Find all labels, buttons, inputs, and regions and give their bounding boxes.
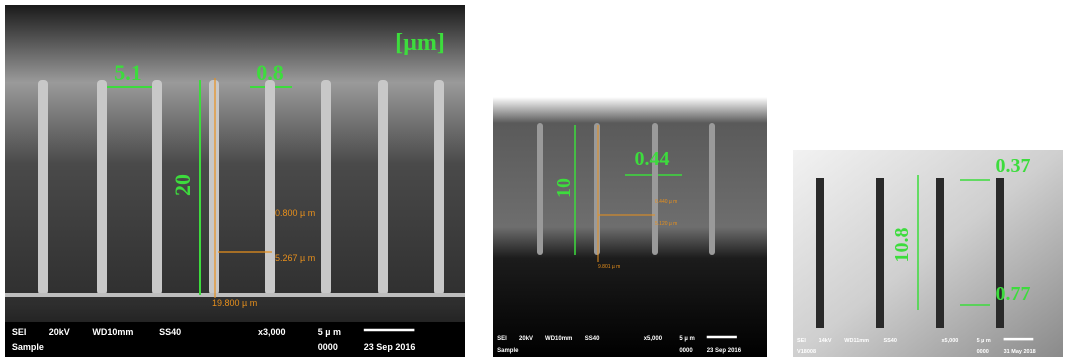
figure: 5.1 0.8 20 [µm] 0.800 µ m 5.267 µ m 19.800 µ m… xyxy=(0,0,1065,362)
info-text: 0000 xyxy=(318,342,338,352)
info-text: 20kV xyxy=(49,327,70,337)
measurement-label: 0.440 µ m xyxy=(655,199,677,205)
measurement-label: 19.800 µ m xyxy=(212,298,257,308)
panel-background xyxy=(493,97,767,357)
info-text: 31 May 2018 xyxy=(1004,349,1036,355)
info-text: SEI xyxy=(797,338,806,344)
info-text: x5,000 xyxy=(942,338,959,344)
info-text: 20kV xyxy=(519,336,533,342)
dimension-label: 0.8 xyxy=(256,60,284,85)
dimension-label: 0.44 xyxy=(635,148,670,170)
unit-label: [µm] xyxy=(395,30,445,56)
info-text: 0000 xyxy=(679,348,693,354)
dimension-label: 5.1 xyxy=(114,60,142,85)
dimension-label: 0.37 xyxy=(996,155,1031,177)
info-text: 5 µ m xyxy=(977,338,991,344)
info-text: WD11mm xyxy=(844,338,869,344)
panel-background xyxy=(793,150,1063,357)
info-text: WD10mm xyxy=(545,336,572,342)
info-text: Sample xyxy=(497,348,519,354)
info-text: SS40 xyxy=(883,338,896,344)
info-text: SS40 xyxy=(585,336,600,342)
info-text: WD10mm xyxy=(92,327,133,337)
dimension-label: 10 xyxy=(553,178,575,198)
measurement-label: 5.267 µ m xyxy=(275,253,315,263)
dimension-label: 10.8 xyxy=(891,228,913,263)
info-text: SS40 xyxy=(159,327,181,337)
info-text: 23 Sep 2016 xyxy=(364,342,416,352)
info-text: Sample xyxy=(12,342,44,352)
sem-panel xyxy=(493,97,767,357)
info-text: SEI xyxy=(12,327,27,337)
measurement-label: 0.800 µ m xyxy=(275,208,315,218)
info-text: x5,000 xyxy=(644,336,663,342)
info-text: x3,000 xyxy=(258,327,286,337)
info-text: V18008 xyxy=(797,349,816,355)
info-text: 23 Sep 2016 xyxy=(707,348,742,354)
dimension-label: 20 xyxy=(170,174,195,196)
measurement-label: 9.801 µ m xyxy=(598,264,620,270)
info-text: 5 µ m xyxy=(679,336,694,342)
sem-panel xyxy=(793,150,1063,357)
dimension-label: 0.77 xyxy=(996,283,1031,305)
info-text: 14kV xyxy=(819,338,832,344)
info-text: 0000 xyxy=(977,349,989,355)
info-text: SEI xyxy=(497,336,507,342)
floor xyxy=(5,293,465,297)
measurement-label: 5.120 µ m xyxy=(655,221,677,227)
info-text: 5 µ m xyxy=(318,327,341,337)
